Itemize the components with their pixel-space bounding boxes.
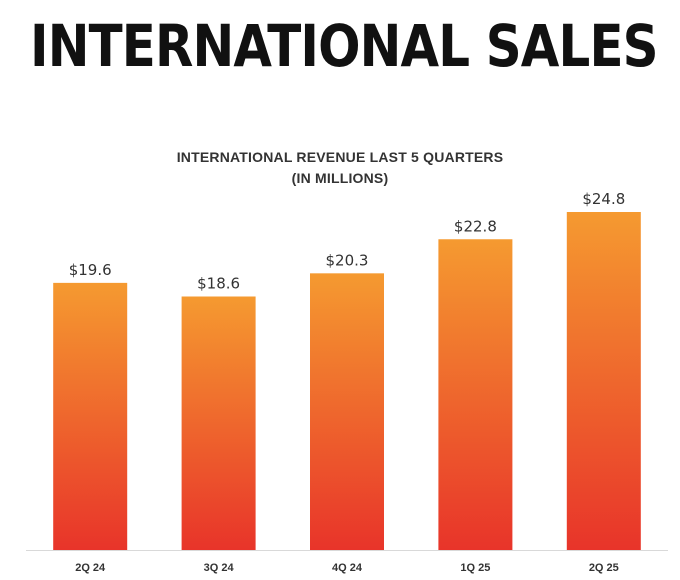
x-tick-label-2q-25: 2Q 25 [589, 562, 619, 574]
chart-title-block: INTERNATIONAL REVENUE LAST 5 QUARTERS (I… [0, 147, 680, 189]
labels-layer: $19.6 2Q 24 $18.6 3Q 24 $20.3 4Q 24 $22.8 1Q 25… [69, 190, 626, 574]
data-label-2q-24: $19.6 [69, 261, 112, 279]
bar-4q-24 [310, 273, 384, 550]
x-tick-label-4q-24: 4Q 24 [332, 562, 363, 574]
chart-subtitle: (IN MILLIONS) [291, 170, 389, 186]
chart-title: INTERNATIONAL REVENUE LAST 5 QUARTERS [176, 149, 504, 165]
bar-2q-25 [566, 212, 641, 550]
x-tick-label-1q-25: 1Q 25 [460, 562, 490, 574]
data-label-3q-24: $18.6 [197, 275, 240, 293]
bars-layer [53, 212, 641, 551]
data-label-1q-25: $22.8 [454, 217, 497, 235]
bar-3q-24 [181, 296, 256, 550]
x-tick-label-3q-24: 3Q 24 [204, 562, 235, 574]
x-tick-label-2q-24: 2Q 24 [75, 562, 106, 574]
bar-1q-25 [438, 239, 513, 551]
page-headline: INTERNATIONAL SALES [30, 12, 659, 80]
bar-2q-24 [53, 282, 128, 550]
data-label-4q-24: $20.3 [326, 251, 369, 269]
data-label-2q-25: $24.8 [582, 190, 625, 208]
